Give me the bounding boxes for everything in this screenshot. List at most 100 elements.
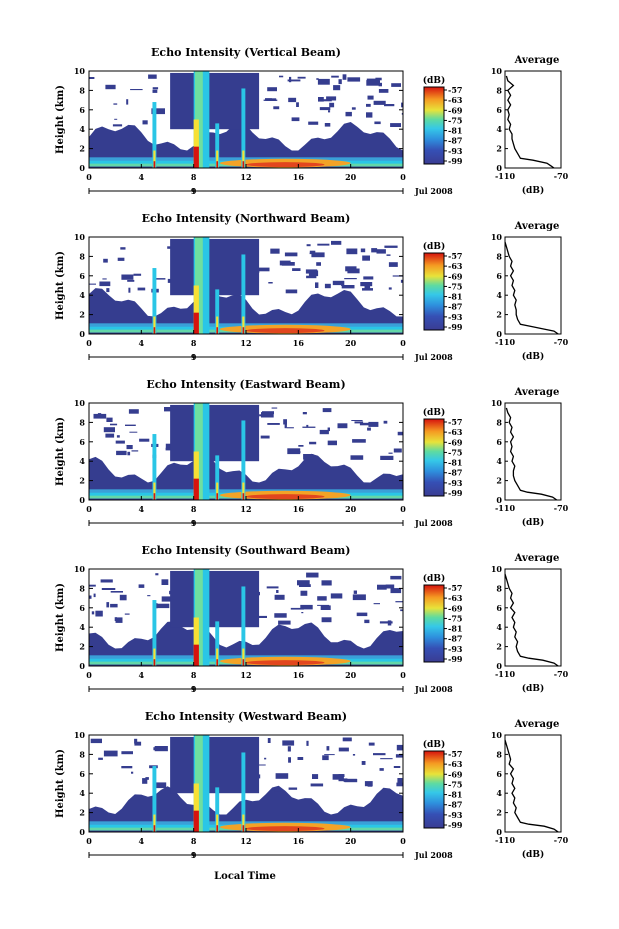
colorbar-tick-label: -93 [448, 644, 463, 654]
echo-patch [263, 99, 278, 101]
spike-3 [241, 88, 246, 168]
spike-base-2 [216, 825, 219, 832]
average-y-tick-label: 4 [496, 124, 502, 134]
average-y-tick-label: 4 [496, 456, 502, 466]
storm-column-high [193, 783, 199, 832]
x-tick-label: 20 [345, 172, 357, 182]
echo-base-layer [89, 785, 403, 832]
average-frame [504, 402, 562, 501]
spike-2 [215, 621, 220, 666]
echo-patch [274, 594, 285, 600]
spike-core-3 [242, 814, 245, 832]
x-tick-label: 4 [139, 670, 145, 680]
average-y-tick-label: 8 [496, 251, 502, 261]
echo-patch [154, 278, 166, 280]
echo-base-layer [89, 288, 403, 334]
y-tick-label: 6 [79, 437, 85, 447]
echo-patch [152, 782, 167, 789]
echo-patch [391, 83, 401, 87]
y-tick-label: 2 [79, 310, 85, 320]
average-y-tick-label: 8 [496, 749, 502, 759]
echo-patch [319, 107, 331, 111]
echo-patch [364, 284, 371, 290]
colorbar-tick-label: -87 [448, 468, 462, 478]
echo-patch [287, 746, 291, 752]
echo-patch [363, 276, 374, 280]
echo-patch [327, 440, 337, 446]
echo-patch [121, 274, 134, 280]
echo-patch [98, 757, 103, 760]
spike-2 [215, 289, 220, 334]
average-title: Average [514, 553, 560, 564]
echo-patch [302, 412, 307, 415]
x-tick-label: 12 [240, 172, 251, 182]
storm-column-core [193, 810, 199, 832]
colorbar-tick-label: -75 [448, 281, 462, 291]
echo-patch [283, 419, 287, 425]
y-tick-label: 0 [79, 329, 85, 339]
average-y-tick-label: 10 [491, 398, 503, 408]
echo-patch [300, 590, 308, 596]
echo-field [89, 71, 403, 168]
colorbar-tick-label: -63 [448, 261, 463, 271]
echo-patch [114, 118, 118, 120]
echo-patch [89, 77, 95, 79]
echo-patch [345, 266, 357, 272]
y-tick-label: 6 [79, 603, 85, 613]
echo-patch [119, 594, 127, 601]
echo-patch [299, 584, 311, 587]
echo-patch [306, 424, 309, 428]
y-tick-label: 0 [79, 495, 85, 505]
spike-base-3 [242, 659, 245, 666]
echo-patch [112, 124, 123, 127]
echo-patch [326, 96, 337, 101]
echo-patch [338, 79, 342, 85]
echo-patch [127, 279, 135, 282]
colorbar-tick-label: -99 [448, 322, 463, 332]
echo-patch [338, 778, 348, 782]
echo-patch [155, 573, 159, 576]
day-marker-label: 9 [191, 352, 197, 362]
echo-patch [319, 429, 329, 435]
average-y-tick-label: 6 [496, 271, 502, 281]
y-tick-label: 8 [79, 583, 85, 593]
echo-patch [285, 289, 298, 294]
spike-base-2 [216, 659, 219, 666]
y-tick-label: 2 [79, 642, 85, 652]
average-y-tick-label: 10 [491, 232, 503, 242]
echo-patch [331, 75, 339, 78]
colorbar-tick-label: -93 [448, 146, 463, 156]
x-tick-label: 0 [400, 670, 406, 680]
echo-patch [257, 267, 270, 272]
echo-storm-block [170, 238, 260, 296]
y-tick-label: 2 [79, 808, 85, 818]
spike-3 [241, 586, 246, 666]
colorbar-tick-label: -57 [448, 251, 462, 261]
average-y-tick-label: 10 [491, 66, 503, 76]
echo-patch [93, 413, 107, 419]
spike-base-1 [153, 327, 156, 334]
echo-patch [91, 611, 95, 615]
spike-base-3 [242, 493, 245, 500]
echo-patch [267, 423, 280, 425]
echo-patch [356, 612, 368, 617]
echo-patch [152, 87, 159, 90]
echo-patch [366, 103, 371, 107]
echo-patch [331, 240, 342, 245]
spike-base-1 [153, 161, 156, 168]
echo-patch [126, 99, 129, 105]
echo-patch [137, 287, 146, 291]
echo-patch [276, 590, 279, 593]
echo-patch [374, 121, 381, 125]
echo-patch [90, 738, 102, 744]
echo-afternoon-core [246, 826, 325, 832]
echo-patch [362, 255, 370, 261]
echo-patch [258, 615, 267, 618]
echo-patch [126, 445, 133, 450]
echo-patch [341, 285, 355, 289]
x-tick-label: 4 [139, 172, 145, 182]
x-tick-label: 0 [86, 504, 92, 514]
panel-4: Echo Intensity (Southward Beam) 0 2 4 6 8 10 He… [55, 544, 569, 694]
echo-field [89, 735, 403, 832]
